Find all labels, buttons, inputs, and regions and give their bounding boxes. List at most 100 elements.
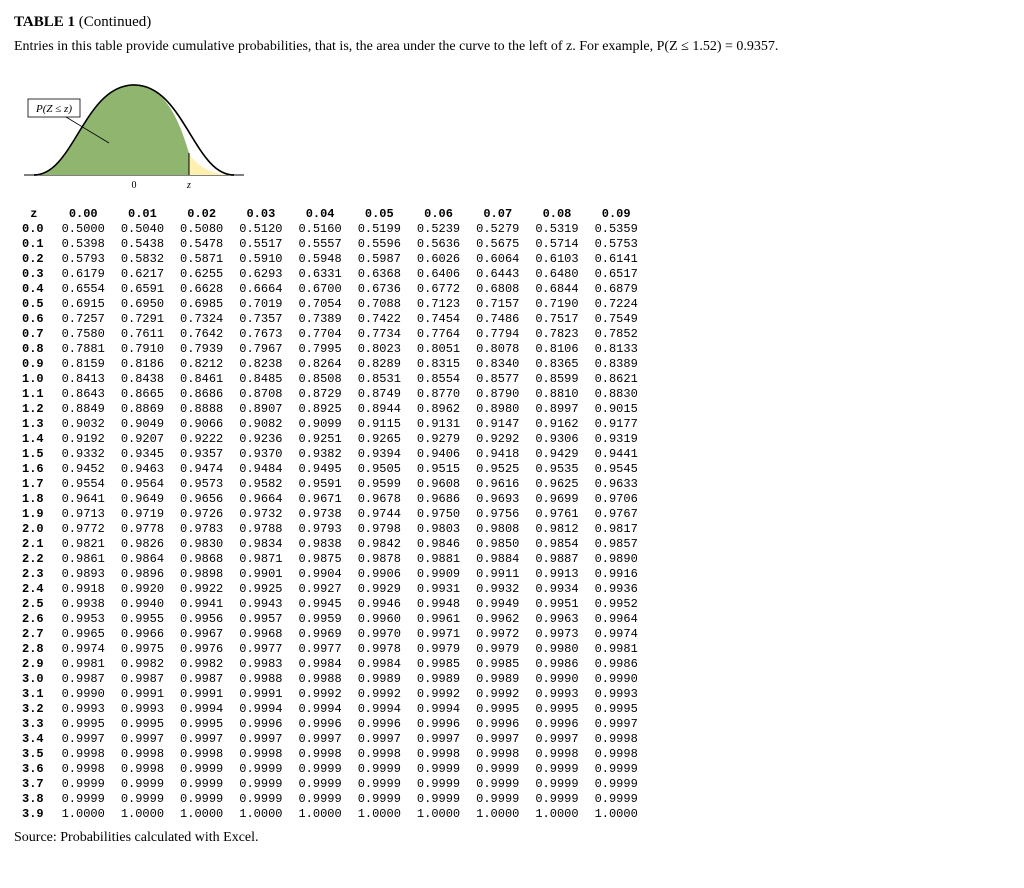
z-cell: 0.9978	[350, 642, 409, 657]
z-cell: 0.9505	[350, 462, 409, 477]
z-cell: 0.5398	[54, 237, 113, 252]
z-cell: 0.5987	[350, 252, 409, 267]
z-cell: 0.9960	[350, 612, 409, 627]
z-cell: 0.9999	[468, 762, 527, 777]
z-cell: 0.9999	[350, 777, 409, 792]
z-cell: 0.9952	[587, 597, 646, 612]
z-cell: 0.9995	[527, 702, 586, 717]
z-cell: 0.5636	[409, 237, 468, 252]
z-cell: 0.9633	[587, 477, 646, 492]
z-cell: 0.9999	[54, 777, 113, 792]
z-cell: 0.8159	[54, 357, 113, 372]
z-table-row: 2.20.98610.98640.98680.98710.98750.98780…	[14, 552, 646, 567]
z-cell: 0.8810	[527, 387, 586, 402]
z-cell: 0.9826	[113, 537, 172, 552]
z-table-row: 3.91.00001.00001.00001.00001.00001.00001…	[14, 807, 646, 822]
z-cell: 0.9951	[527, 597, 586, 612]
z-cell: 0.9931	[409, 582, 468, 597]
z-cell: 0.7389	[290, 312, 349, 327]
z-cell: 0.9279	[409, 432, 468, 447]
z-cell: 0.9732	[231, 507, 290, 522]
z-cell: 0.9808	[468, 522, 527, 537]
z-cell: 0.9996	[527, 717, 586, 732]
z-cell: 0.6628	[172, 282, 231, 297]
z-cell: 0.7881	[54, 342, 113, 357]
z-cell: 0.8980	[468, 402, 527, 417]
z-cell: 0.8790	[468, 387, 527, 402]
z-cell: 0.9990	[54, 687, 113, 702]
z-cell: 0.9996	[350, 717, 409, 732]
z-cell: 0.9997	[231, 732, 290, 747]
z-cell: 0.9998	[113, 747, 172, 762]
z-cell: 0.5832	[113, 252, 172, 267]
z-cell: 0.9998	[290, 747, 349, 762]
z-cell: 1.0000	[409, 807, 468, 822]
z-cell: 0.9987	[54, 672, 113, 687]
title-paren: (Continued)	[79, 14, 152, 30]
z-table-row: 1.60.94520.94630.94740.94840.94950.95050…	[14, 462, 646, 477]
z-cell: 0.9656	[172, 492, 231, 507]
z-cell: 0.9756	[468, 507, 527, 522]
z-cell: 0.9990	[587, 672, 646, 687]
z-cell: 0.7224	[587, 297, 646, 312]
z-cell: 0.9906	[350, 567, 409, 582]
z-cell: 0.9345	[113, 447, 172, 462]
z-table-row: 2.60.99530.99550.99560.99570.99590.99600…	[14, 612, 646, 627]
z-table-col-header: 0.04	[290, 207, 349, 222]
z-cell: 0.9984	[290, 657, 349, 672]
z-cell: 0.8023	[350, 342, 409, 357]
z-table-row: 0.50.69150.69500.69850.70190.70540.70880…	[14, 297, 646, 312]
z-row-label: 3.4	[14, 732, 54, 747]
z-cell: 0.9998	[231, 747, 290, 762]
z-cell: 0.9719	[113, 507, 172, 522]
z-row-label: 3.6	[14, 762, 54, 777]
z-row-label: 3.8	[14, 792, 54, 807]
z-cell: 0.8888	[172, 402, 231, 417]
z-cell: 0.7190	[527, 297, 586, 312]
z-cell: 0.7823	[527, 327, 586, 342]
z-cell: 0.8461	[172, 372, 231, 387]
z-cell: 0.9999	[172, 762, 231, 777]
z-cell: 0.6026	[409, 252, 468, 267]
z-cell: 0.9890	[587, 552, 646, 567]
z-cell: 0.6700	[290, 282, 349, 297]
z-cell: 0.9767	[587, 507, 646, 522]
z-cell: 0.7324	[172, 312, 231, 327]
z-cell: 0.9319	[587, 432, 646, 447]
z-row-label: 0.1	[14, 237, 54, 252]
z-table-corner: z	[14, 207, 54, 222]
z-cell: 0.8051	[409, 342, 468, 357]
z-row-label: 1.9	[14, 507, 54, 522]
z-cell: 0.9251	[290, 432, 349, 447]
z-cell: 0.9982	[172, 657, 231, 672]
z-cell: 0.9999	[231, 777, 290, 792]
z-cell: 0.9573	[172, 477, 231, 492]
z-cell: 0.5517	[231, 237, 290, 252]
z-cell: 0.9964	[587, 612, 646, 627]
axis-zero-label: 0	[132, 180, 137, 191]
z-cell: 0.7764	[409, 327, 468, 342]
z-cell: 0.9986	[587, 657, 646, 672]
z-cell: 0.5239	[409, 222, 468, 237]
z-row-label: 1.7	[14, 477, 54, 492]
z-cell: 0.9783	[172, 522, 231, 537]
z-cell: 0.9987	[172, 672, 231, 687]
z-cell: 0.9015	[587, 402, 646, 417]
z-cell: 0.9968	[231, 627, 290, 642]
z-cell: 0.9999	[350, 762, 409, 777]
z-table-row: 1.40.91920.92070.92220.92360.92510.92650…	[14, 432, 646, 447]
z-cell: 0.6480	[527, 267, 586, 282]
z-cell: 0.7794	[468, 327, 527, 342]
z-row-label: 2.6	[14, 612, 54, 627]
z-cell: 0.9875	[290, 552, 349, 567]
z-row-label: 0.7	[14, 327, 54, 342]
z-row-label: 0.3	[14, 267, 54, 282]
z-table-header-row: z 0.000.010.020.030.040.050.060.070.080.…	[14, 207, 646, 222]
z-cell: 0.9999	[468, 777, 527, 792]
z-cell: 0.9999	[409, 792, 468, 807]
z-cell: 1.0000	[468, 807, 527, 822]
z-cell: 0.9664	[231, 492, 290, 507]
z-cell: 0.9994	[409, 702, 468, 717]
z-cell: 0.9999	[527, 762, 586, 777]
z-cell: 0.9953	[54, 612, 113, 627]
